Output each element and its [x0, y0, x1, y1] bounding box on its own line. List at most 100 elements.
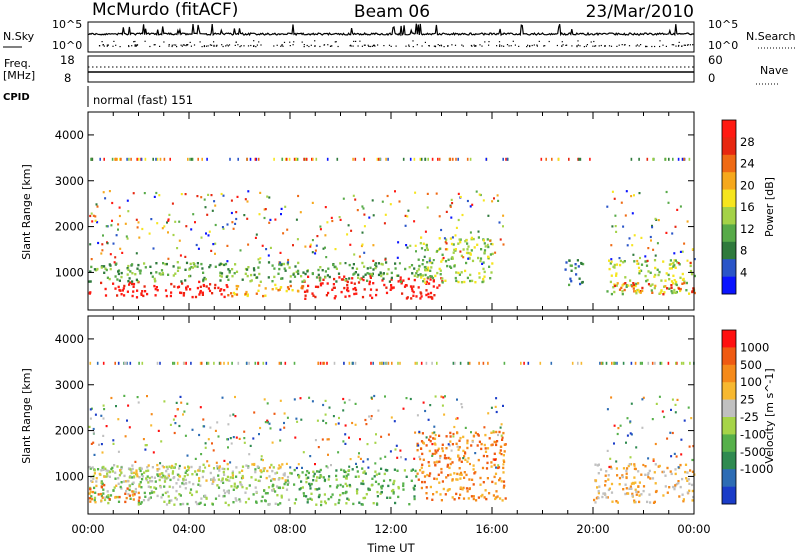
velocity-cell: [422, 458, 425, 461]
power-cell: [113, 261, 116, 264]
power-cell: [202, 283, 205, 287]
velocity-cell: [654, 463, 657, 466]
power-cell: [376, 157, 379, 161]
power-cell: [141, 290, 144, 293]
power-cell: [319, 284, 323, 287]
power-cell: [654, 273, 657, 277]
velocity-cell: [227, 491, 230, 495]
velocity-cell: [179, 503, 182, 506]
velocity-cell: [440, 467, 443, 471]
noise-search-point: [434, 45, 436, 47]
velocity-cell: [468, 478, 471, 481]
noise-search-point: [128, 45, 130, 48]
power-cell: [161, 227, 164, 230]
velocity-cell: [335, 478, 338, 481]
power-cell: [374, 262, 377, 265]
power-cell: [291, 289, 294, 292]
velocity-cell: [484, 447, 487, 450]
power-cell: [384, 213, 387, 216]
power-cell: [410, 287, 414, 290]
power-cell: [346, 233, 349, 236]
velocity-cell: [607, 478, 610, 481]
power-cell: [162, 262, 165, 265]
velocity-cell: [239, 500, 242, 503]
velocity-cell: [475, 499, 478, 502]
velocity-cell: [199, 361, 202, 365]
noise-search-point: [282, 45, 284, 47]
power-cell: [156, 222, 159, 225]
power-cell: [358, 255, 361, 258]
noise-search-point: [654, 45, 656, 48]
noise-sky-trace: [87, 23, 695, 37]
velocity-cell: [687, 406, 690, 409]
power-cell: [182, 294, 185, 297]
power-cell: [379, 157, 381, 161]
velocity-cell: [397, 485, 400, 489]
velocity-cell: [625, 472, 628, 475]
power-cell: [120, 157, 122, 161]
power-cell: [369, 294, 372, 297]
power-cell: [214, 242, 217, 245]
power-cell: [352, 263, 355, 266]
velocity-cell: [217, 435, 220, 438]
noise-search-point: [590, 41, 592, 43]
velocity-cell: [194, 457, 197, 460]
power-cell: [669, 259, 672, 262]
power-cell: [482, 277, 485, 281]
velocity-cell: [323, 493, 326, 496]
velocity-cell: [234, 415, 237, 418]
velocity-cell: [111, 466, 114, 470]
power-cell: [394, 267, 397, 270]
noise-search-point: [604, 45, 606, 47]
velocity-cell: [670, 408, 672, 411]
velocity-cell: [689, 469, 692, 472]
velocity-cell: [143, 491, 146, 495]
power-cell: [417, 268, 420, 271]
velocity-cell: [690, 483, 694, 487]
noise-search-point: [608, 45, 611, 47]
velocity-cell: [273, 478, 276, 481]
velocity-cell: [147, 485, 150, 488]
velocity-cell: [278, 464, 281, 467]
velocity-cell: [260, 470, 263, 474]
power-cell: [372, 244, 375, 247]
noise-search-point: [213, 45, 215, 47]
velocity-cell: [444, 493, 447, 496]
power-cell: [326, 221, 329, 224]
noise-search-point: [175, 44, 177, 46]
velocity-cell: [88, 465, 91, 469]
power-cell: [491, 243, 494, 246]
noise-right-label: N.Search: [746, 30, 796, 43]
velocity-cell: [180, 401, 183, 404]
velocity-cell: [271, 483, 275, 487]
power-cell: [494, 251, 497, 254]
velocity-cell: [341, 492, 344, 495]
power-cell: [670, 286, 673, 290]
velocity-cell: [615, 467, 618, 470]
velocity-cell: [112, 439, 115, 442]
velocity-cell: [494, 458, 497, 461]
power-cell: [491, 252, 494, 256]
velocity-cell: [527, 361, 530, 365]
velocity-cell: [89, 487, 92, 491]
power-cell: [309, 243, 312, 246]
power-cell: [138, 236, 141, 239]
noise-search-point: [673, 44, 675, 46]
power-cell: [413, 157, 416, 161]
velocity-cell: [319, 361, 322, 365]
power-cell: [258, 284, 261, 287]
power-cell: [653, 259, 657, 262]
power-cell: [131, 282, 134, 286]
velocity-cell: [244, 501, 248, 504]
x-axis-labels: 00:00 04:00 08:00 12:00 16:00 20:00 00:00: [71, 522, 710, 536]
velocity-cell: [294, 436, 297, 439]
power-cell: [132, 290, 135, 293]
velocity-cell: [259, 426, 262, 430]
power-cell: [624, 276, 627, 279]
noise-search-point: [499, 44, 501, 46]
power-cell: [672, 282, 675, 285]
noise-search-point: [586, 44, 588, 46]
power-cell: [289, 275, 292, 278]
velocity-cell: [605, 470, 608, 473]
